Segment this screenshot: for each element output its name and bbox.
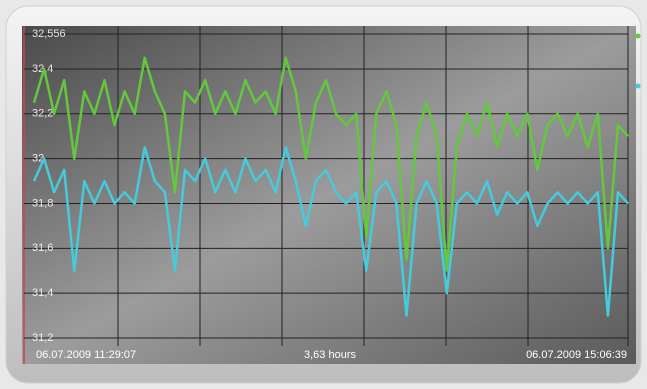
end-label: 06.07.2009 15:06:39: [526, 349, 627, 361]
duration-label: 3,63 hours: [304, 349, 356, 361]
series-line: [32, 146, 629, 317]
y-tick-label: 31,2: [32, 332, 53, 344]
y-tick-label: 32,4: [32, 63, 53, 75]
legend-dot: [635, 83, 641, 89]
y-tick-label: 32: [32, 153, 44, 165]
plot-area: [22, 26, 636, 364]
y-tick-label: 31,8: [32, 197, 53, 209]
series-line: [32, 56, 629, 272]
start-label: 06.07.2009 11:29:07: [36, 349, 136, 361]
y-tick-label: 31,4: [32, 287, 53, 299]
y-tick-label: 32,2: [32, 108, 53, 120]
legend-dot: [635, 33, 641, 39]
y-tick-label: 31,6: [32, 242, 53, 254]
y-tick-label: 32,556: [32, 28, 66, 40]
